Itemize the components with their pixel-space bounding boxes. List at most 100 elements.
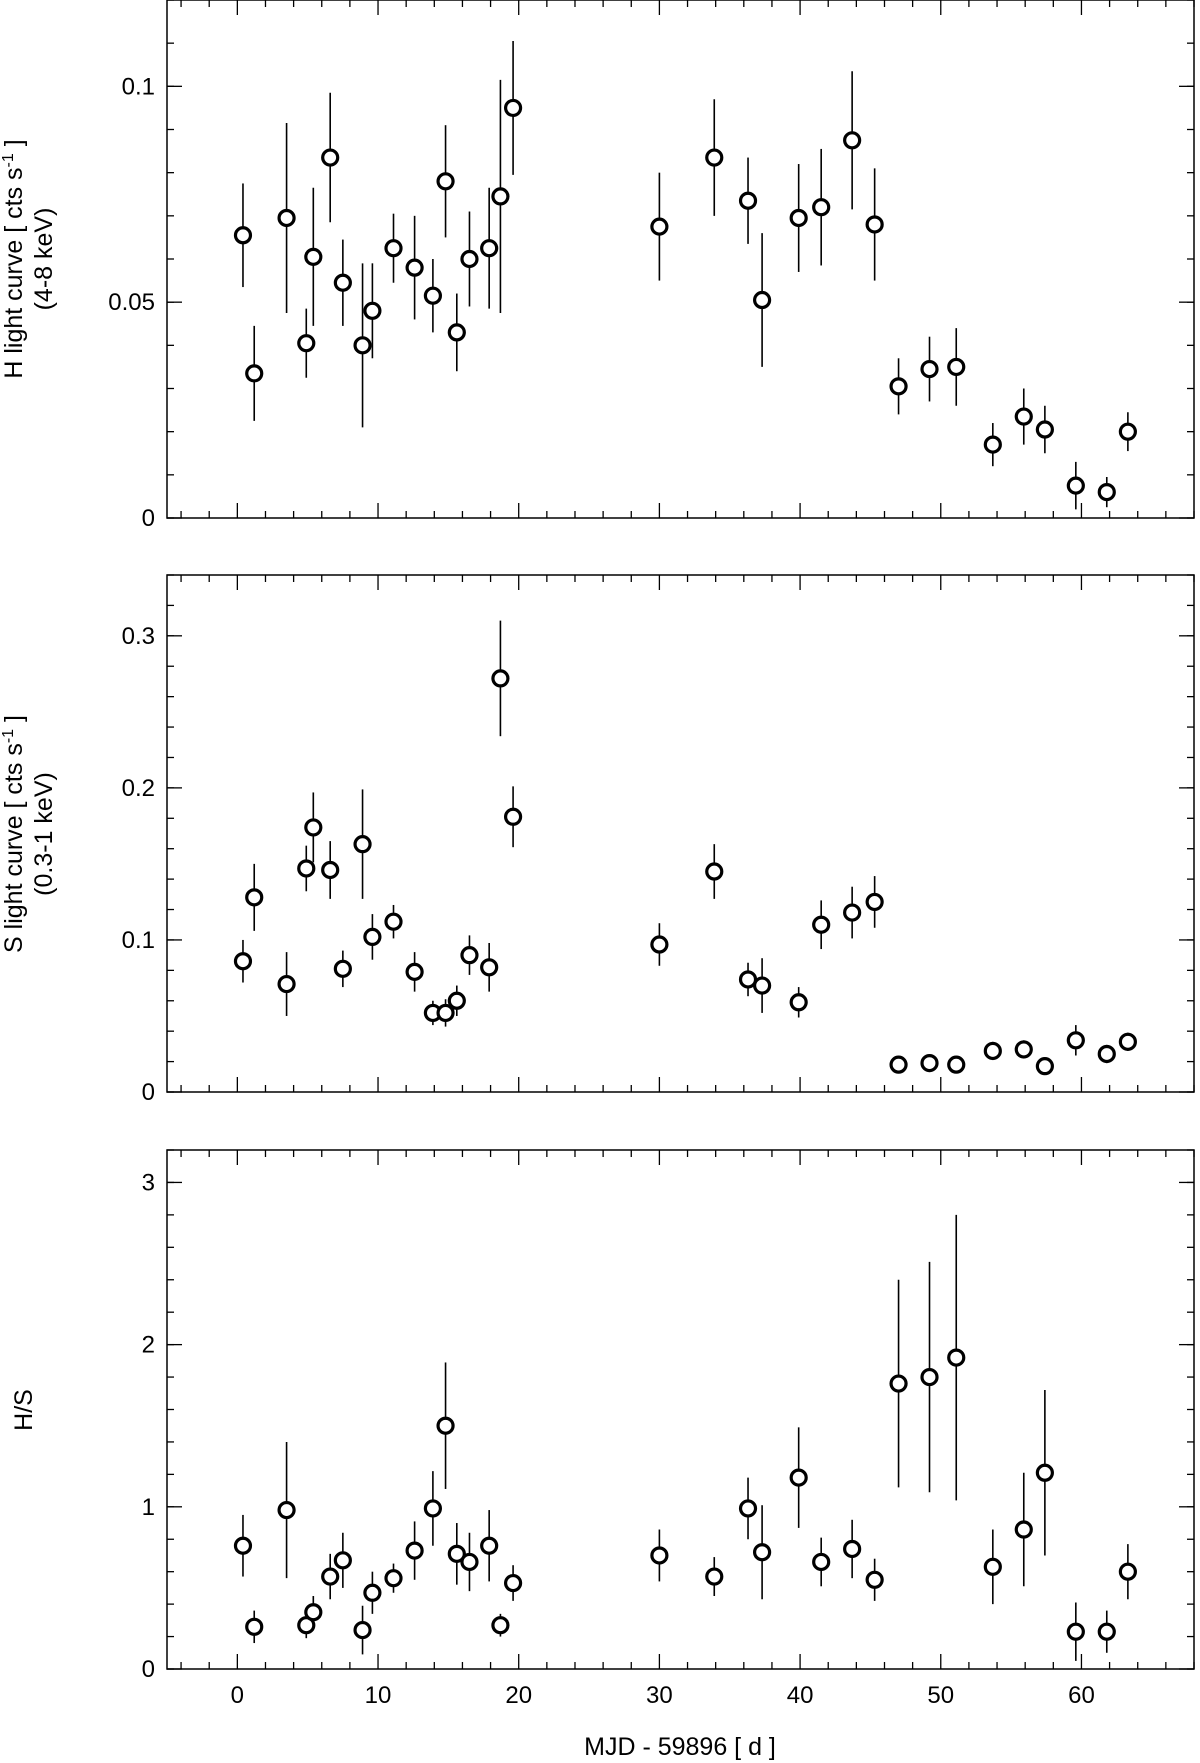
- data-point: [277, 974, 296, 994]
- data-point: [1118, 422, 1137, 441]
- data-point: [738, 1499, 758, 1518]
- data-point: [304, 1603, 323, 1622]
- data-point: [245, 364, 264, 383]
- data-point: [333, 1551, 352, 1570]
- y-tick-label: 0.05: [108, 289, 155, 316]
- panel-hard-yticks: 0 0.05 0.1: [108, 0, 1194, 532]
- data-point: [752, 290, 772, 310]
- panel-ratio-frame: [166, 1149, 1195, 1670]
- panel-ratio: 0 1 2 3 H/S: [10, 1149, 1195, 1683]
- data-point: [491, 187, 510, 206]
- data-point: [245, 1617, 264, 1636]
- data-point: [920, 1054, 939, 1073]
- panel-hard: 0 0.05 0.1 H light curve [ cts s-1 ] (4-8 …: [0, 0, 1195, 532]
- data-point: [752, 1543, 772, 1562]
- y-tick-label: 0.1: [122, 73, 155, 100]
- panel-soft-ylabel: S light curve [ cts s-1 ]: [0, 715, 28, 953]
- data-point: [843, 903, 862, 922]
- data-point: [304, 818, 323, 837]
- data-point: [447, 323, 466, 342]
- y-tick-label: 0.3: [122, 623, 155, 650]
- data-point: [233, 226, 253, 245]
- data-point: [812, 1552, 831, 1572]
- data-point: [480, 239, 499, 258]
- data-point: [920, 1367, 939, 1387]
- data-point: [405, 962, 424, 981]
- data-point: [889, 1055, 908, 1074]
- data-point: [447, 991, 466, 1010]
- panel-ratio-ylabel: H/S: [10, 1389, 38, 1431]
- data-point: [436, 1003, 455, 1023]
- data-point: [1097, 1044, 1116, 1064]
- data-point: [353, 835, 372, 854]
- data-point: [947, 1055, 966, 1074]
- data-point: [405, 258, 424, 277]
- x-tick-label: 50: [927, 1682, 954, 1709]
- data-point: [1097, 1622, 1116, 1641]
- data-point: [297, 334, 316, 353]
- data-point: [983, 435, 1002, 454]
- panel-soft-ylabel-band: (0.3-1 keV): [30, 772, 58, 896]
- data-point: [1014, 1520, 1033, 1539]
- data-point: [460, 1552, 479, 1572]
- data-point: [447, 1544, 466, 1563]
- data-point: [947, 357, 966, 377]
- data-point: [363, 927, 382, 947]
- x-tick-label: 60: [1068, 1682, 1095, 1709]
- data-point: [650, 1546, 669, 1565]
- data-point: [423, 286, 442, 305]
- data-point: [245, 888, 264, 907]
- data-point: [983, 1041, 1002, 1061]
- panel-ratio-yticks: 0 1 2 3: [142, 1149, 1194, 1683]
- data-point: [491, 669, 510, 688]
- panel-soft-yticks: 0 0.1 0.2 0.3: [122, 574, 1194, 1106]
- panel-hard-points: [233, 41, 1137, 510]
- data-point: [983, 1557, 1002, 1576]
- data-point: [460, 249, 479, 269]
- data-point: [1035, 1463, 1054, 1482]
- data-point: [947, 1348, 966, 1367]
- panel-ratio-xticks: [180, 1150, 1195, 1669]
- data-point: [1118, 1032, 1137, 1051]
- data-point: [321, 1567, 340, 1586]
- panel-ratio-points: [233, 1214, 1137, 1661]
- data-point: [480, 958, 499, 977]
- data-point: [436, 172, 455, 191]
- data-point: [460, 946, 479, 965]
- data-point: [321, 860, 340, 880]
- data-point: [384, 912, 403, 931]
- data-point: [752, 976, 772, 995]
- panel-soft-points: [233, 620, 1137, 1076]
- data-point: [889, 377, 908, 396]
- panel-hard-xticks: [180, 0, 1195, 518]
- x-tick-labels: 0 10 20 30 40 50 60: [231, 1682, 1095, 1709]
- panel-hard-ylabel-band: (4-8 keV): [30, 208, 58, 311]
- data-point: [480, 1536, 499, 1555]
- x-tick-label: 30: [646, 1682, 673, 1709]
- y-tick-label: 2: [142, 1332, 155, 1359]
- y-tick-label: 0: [142, 505, 155, 532]
- data-point: [738, 191, 758, 210]
- data-point: [705, 148, 724, 167]
- data-point: [333, 273, 352, 292]
- data-point: [503, 98, 523, 118]
- data-point: [423, 1499, 442, 1518]
- data-point: [789, 208, 808, 228]
- panel-hard-ylabel: H light curve [ cts s-1 ]: [0, 139, 28, 378]
- data-point: [384, 1569, 403, 1588]
- x-axis-label: MJD - 59896 [ d ]: [584, 1733, 776, 1761]
- data-point: [865, 1570, 884, 1589]
- x-tick-label: 10: [365, 1682, 392, 1709]
- data-point: [843, 1539, 862, 1559]
- data-point: [363, 301, 382, 320]
- data-point: [1118, 1562, 1137, 1581]
- y-tick-label: 0: [142, 1656, 155, 1683]
- data-point: [503, 1573, 523, 1593]
- y-tick-label: 1: [142, 1494, 155, 1521]
- data-point: [1066, 1622, 1085, 1641]
- data-point: [812, 915, 831, 934]
- data-point: [650, 935, 669, 954]
- panel-soft-frame: [166, 574, 1195, 1093]
- x-tick-label: 40: [787, 1682, 814, 1709]
- panel-soft-xticks: [180, 575, 1195, 1092]
